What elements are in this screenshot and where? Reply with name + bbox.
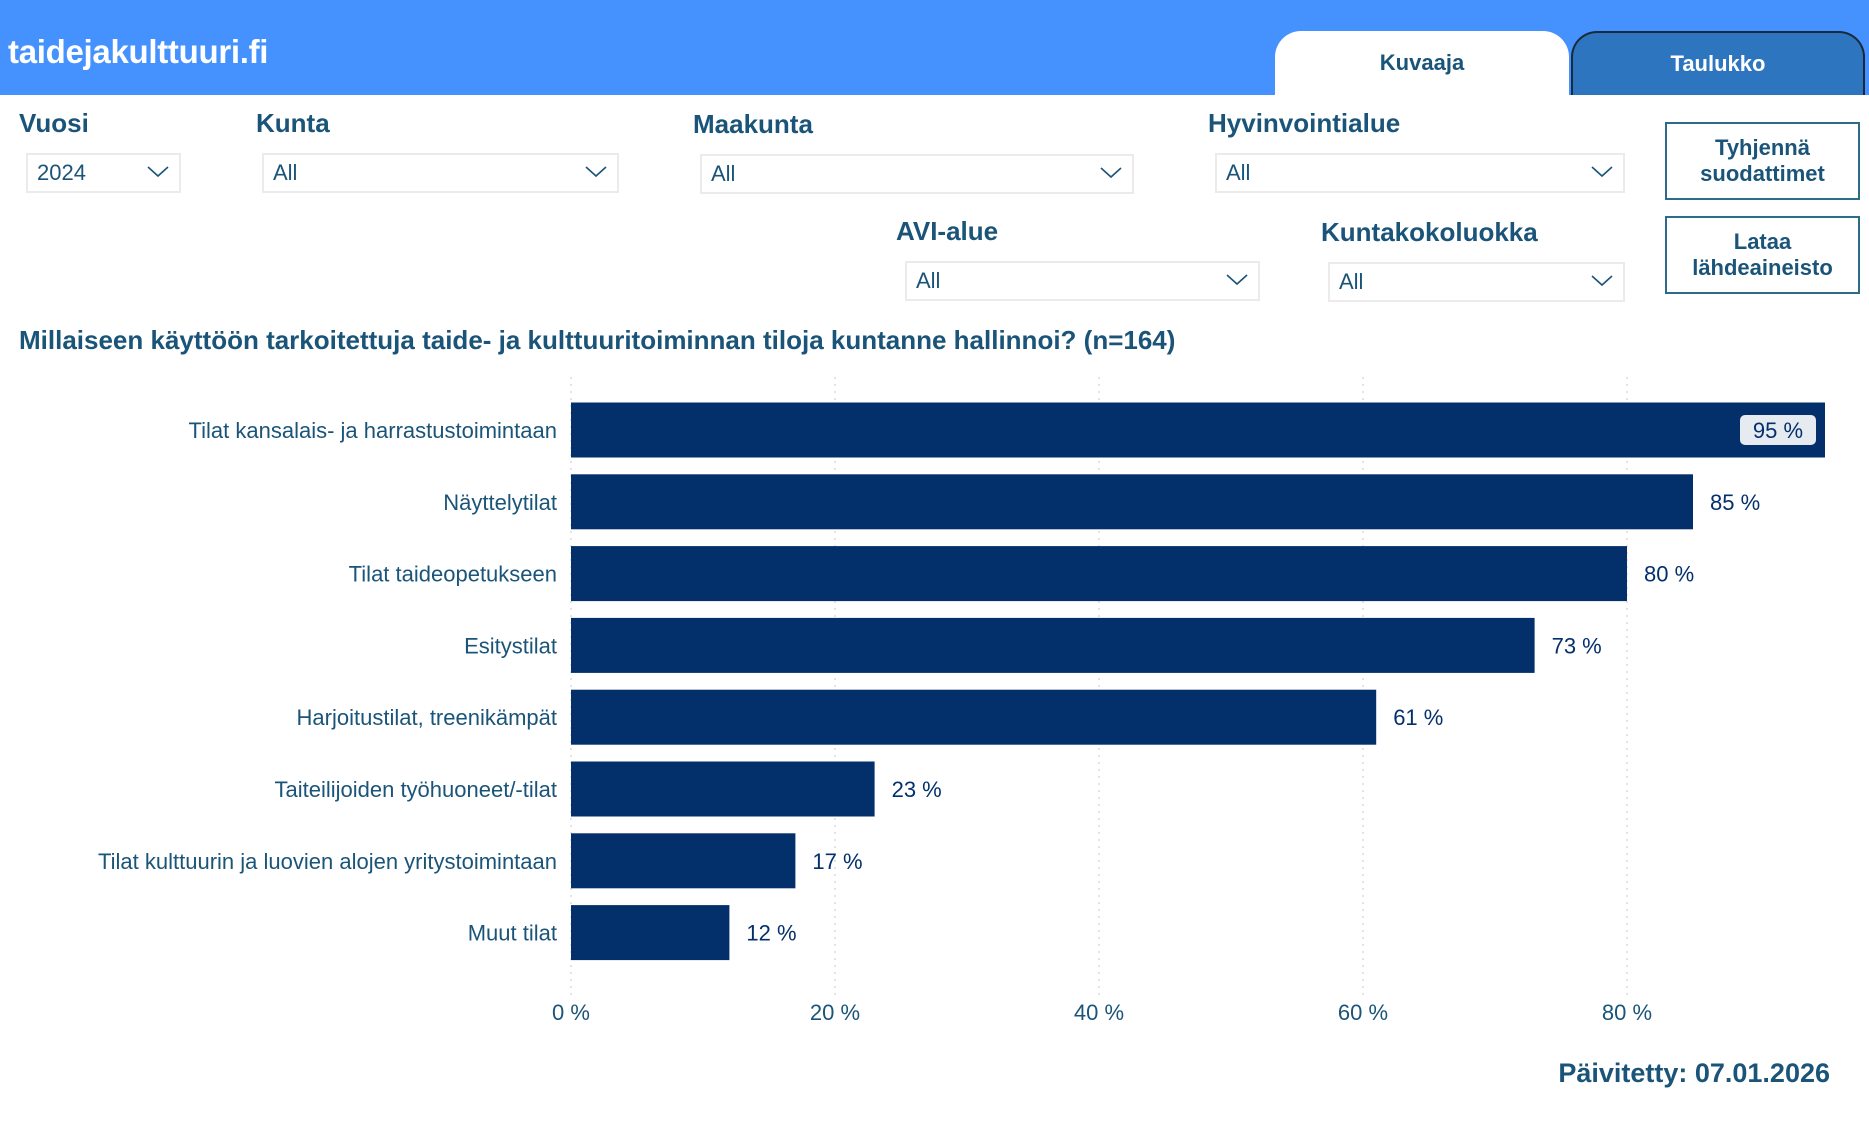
avi-alue-dropdown[interactable]: All — [905, 261, 1260, 301]
clear-filters-line2: suodattimet — [1700, 161, 1825, 186]
filter-label-kunta: Kunta — [256, 108, 330, 138]
download-source-line1: Lataa — [1733, 229, 1792, 254]
tab-taulukko-label: Taulukko — [1670, 51, 1766, 76]
vuosi-dropdown[interactable]: 2024 — [26, 153, 181, 193]
value-label: 12 % — [746, 921, 796, 946]
gridlines — [570, 377, 1628, 996]
site-title[interactable]: taidejakulttuuri.fi — [8, 33, 269, 70]
x-tick-label: 0 % — [552, 1000, 590, 1025]
clear-filters-button[interactable]: Tyhjennä suodattimet — [1665, 122, 1860, 200]
chevron-down-icon — [1226, 274, 1248, 286]
tab-kuvaaja-label: Kuvaaja — [1379, 50, 1465, 75]
value-label: 61 % — [1393, 705, 1443, 730]
maakunta-dropdown[interactable]: All — [700, 154, 1134, 194]
bar[interactable] — [571, 402, 1825, 458]
value-label-background — [1740, 415, 1816, 445]
kuntakokoluokka-dropdown[interactable]: All — [1328, 262, 1625, 302]
x-tick-label: 40 % — [1074, 1000, 1124, 1025]
chart-title: Millaiseen käyttöön tarkoitettuja taide-… — [19, 325, 1176, 355]
tab-kuvaaja[interactable]: Kuvaaja — [1275, 31, 1569, 95]
x-tick-label: 60 % — [1338, 1000, 1388, 1025]
avi-alue-value: All — [916, 268, 941, 293]
download-source-line2: lähdeaineisto — [1692, 255, 1833, 280]
bar[interactable] — [571, 546, 1627, 602]
category-label: Esitystilat — [464, 633, 557, 658]
filter-label-vuosi: Vuosi — [19, 108, 89, 138]
bar-chart: Tilat kansalais- ja harrastustoimintaan N… — [98, 377, 1825, 1025]
clear-filters-line1: Tyhjennä — [1715, 135, 1810, 160]
category-label: Taiteilijoiden työhuoneet/-tilat — [274, 777, 557, 802]
category-label: Harjoitustilat, treenikämpät — [297, 705, 557, 730]
hyvinvointialue-value: All — [1226, 160, 1251, 185]
category-label: Tilat taideopetukseen — [349, 562, 557, 587]
kunta-dropdown[interactable]: All — [262, 153, 619, 193]
x-tick-label: 20 % — [810, 1000, 860, 1025]
value-label: 23 % — [892, 777, 942, 802]
kuntakokoluokka-value: All — [1339, 269, 1364, 294]
updated-date: Päivitetty: 07.01.2026 — [1558, 1058, 1830, 1088]
chevron-down-icon — [1591, 166, 1613, 178]
chevron-down-icon — [1591, 275, 1613, 287]
category-label: Näyttelytilat — [443, 490, 557, 515]
chevron-down-icon — [585, 166, 607, 178]
value-label: 73 % — [1552, 633, 1602, 658]
value-labels: 95 % 85 % 80 % 73 % 61 % 23 % 17 % 12 % — [746, 415, 1816, 946]
bar[interactable] — [571, 617, 1535, 673]
bars — [571, 402, 1825, 961]
bar[interactable] — [571, 689, 1377, 745]
tab-taulukko[interactable]: Taulukko — [1571, 31, 1865, 95]
value-label: 85 % — [1710, 490, 1760, 515]
chevron-down-icon — [147, 166, 169, 178]
filter-label-kuntakokoluokka: Kuntakokoluokka — [1321, 217, 1538, 247]
chevron-down-icon — [1100, 167, 1122, 179]
bar[interactable] — [571, 905, 730, 961]
hyvinvointialue-dropdown[interactable]: All — [1215, 153, 1625, 193]
value-label: 17 % — [812, 849, 862, 874]
kunta-value: All — [273, 160, 298, 185]
category-label: Tilat kansalais- ja harrastustoimintaan — [189, 418, 557, 443]
download-source-button[interactable]: Lataa lähdeaineisto — [1665, 216, 1860, 294]
category-label: Tilat kulttuurin ja luovien alojen yrity… — [98, 849, 557, 874]
category-label: Muut tilat — [468, 921, 557, 946]
filter-label-avi-alue: AVI-alue — [896, 216, 999, 246]
value-label: 80 % — [1644, 562, 1694, 587]
category-labels: Tilat kansalais- ja harrastustoimintaan N… — [98, 418, 557, 946]
bar[interactable] — [571, 833, 796, 889]
value-label: 95 % — [1753, 418, 1803, 443]
maakunta-value: All — [711, 161, 736, 186]
filter-label-hyvinvointialue: Hyvinvointialue — [1208, 108, 1401, 138]
x-tick-labels: 0 % 20 % 40 % 60 % 80 % — [552, 1000, 1652, 1025]
bar[interactable] — [571, 474, 1693, 530]
bar[interactable] — [571, 761, 875, 817]
vuosi-value: 2024 — [37, 160, 86, 185]
filter-label-maakunta: Maakunta — [693, 109, 813, 139]
x-tick-label: 80 % — [1602, 1000, 1652, 1025]
